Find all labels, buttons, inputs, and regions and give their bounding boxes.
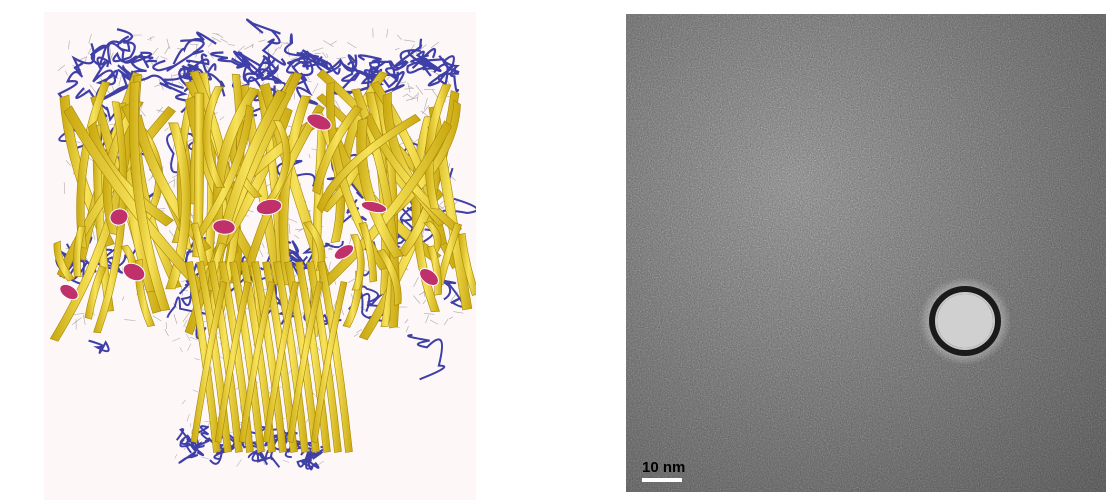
protein-structure-image [44, 12, 476, 500]
electron-micrograph-icon [626, 14, 1106, 492]
helix-layer [59, 113, 439, 301]
nanoparticle [919, 277, 1011, 365]
protein-ribbon-model-icon [49, 18, 476, 471]
strand-layer [49, 69, 476, 453]
tem-micrograph-image: 10 nm [626, 14, 1106, 492]
scale-bar-label: 10 nm [642, 459, 686, 476]
scale-bar [642, 478, 682, 482]
